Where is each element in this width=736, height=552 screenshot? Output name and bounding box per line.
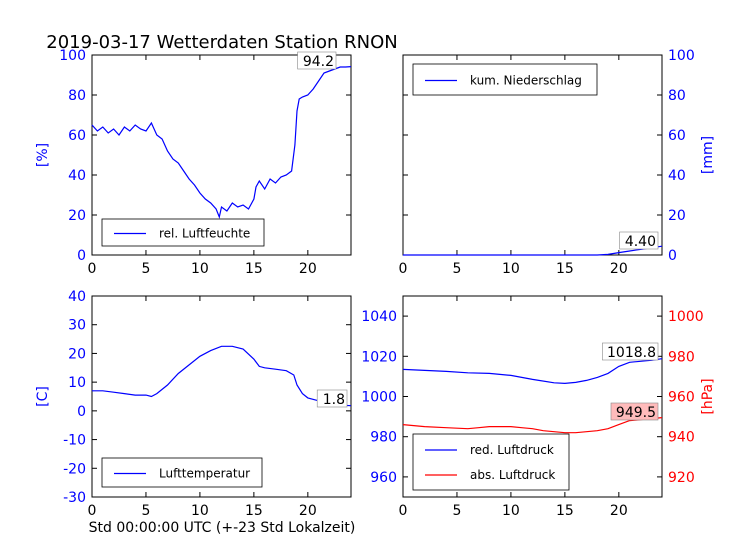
series-line-abs-luftdruck xyxy=(402,417,663,434)
x-tick-label: 5 xyxy=(452,503,461,519)
series-line-lufttemperatur xyxy=(92,345,352,407)
x-tick-label: 0 xyxy=(399,503,408,519)
legend-entry: abs. Luftdruck xyxy=(470,468,555,482)
chart-panel-bottom-left: 0 5 10 15 20 -30 -20 -10 0 10 20 30 40 [C] 1.8 Lufttemp… xyxy=(35,289,352,519)
x-axis-label: Std 00:00:00 UTC (+-23 Std Lokalzeit) xyxy=(89,520,356,536)
y-tick-label: 980 xyxy=(370,430,397,446)
legend: rel. Luftfeuchte xyxy=(101,218,265,247)
legend-entry: kum. Niederschlag xyxy=(470,74,582,88)
y-tick-label: 80 xyxy=(668,88,686,104)
chart-panel-bottom-right: 0 5 10 15 20 960 980 1000 1020 1040 920 940 960 980 10… xyxy=(361,295,716,519)
x-tick-label: 15 xyxy=(245,261,263,277)
x-tick-label: 0 xyxy=(88,261,97,277)
legend-frame xyxy=(412,433,570,491)
y-tick-label: 940 xyxy=(668,430,695,446)
chart-panel-top-right: 0 5 10 15 20 0 20 40 60 80 100 [mm] 4.40 kum. Nieders… xyxy=(399,48,716,277)
x-tick-label: 10 xyxy=(502,503,520,519)
value-label-box xyxy=(619,231,659,250)
x-tick-label: 20 xyxy=(299,503,317,519)
value-label: 1.8 xyxy=(323,392,345,408)
y-tick-label: 0 xyxy=(77,248,86,264)
legend-entry: Lufttemperatur xyxy=(159,467,250,481)
y-tick-label: 1040 xyxy=(361,309,397,325)
y-tick-label: 20 xyxy=(68,208,86,224)
legend: Lufttemperatur xyxy=(101,457,263,488)
figure-title: 2019-03-17 Wetterdaten Station RNON xyxy=(46,32,397,53)
x-tick-label: 20 xyxy=(299,261,317,277)
y-tick-label: 980 xyxy=(668,349,695,365)
value-label-box xyxy=(610,402,659,421)
series-line-rel-luftfeuchte xyxy=(91,66,352,220)
y-axis-label: [C] xyxy=(35,386,51,407)
value-label: 94.2 xyxy=(303,54,334,70)
y-tick-label: 960 xyxy=(370,470,397,486)
y-tick-label: 920 xyxy=(668,470,695,486)
value-label: 1018.8 xyxy=(607,345,656,361)
value-label-box xyxy=(602,342,659,361)
legend-frame xyxy=(101,218,265,247)
y-tick-label: 100 xyxy=(59,48,86,64)
y-tick-label: 40 xyxy=(668,168,686,184)
x-tick-label: 20 xyxy=(610,261,628,277)
legend-frame xyxy=(101,457,263,488)
x-tick-label: 10 xyxy=(191,503,209,519)
x-tick-label: 0 xyxy=(399,261,408,277)
x-tick-label: 15 xyxy=(245,503,263,519)
y-tick-label: 40 xyxy=(68,168,86,184)
x-tick-label: 5 xyxy=(141,503,150,519)
y-axis-label: [mm] xyxy=(700,136,716,174)
x-tick-label: 5 xyxy=(141,261,150,277)
y-tick-label: 20 xyxy=(668,208,686,224)
y-tick-label: 0 xyxy=(668,248,677,264)
y-tick-label: -30 xyxy=(63,490,86,506)
y-tick-label: 0 xyxy=(77,404,86,420)
x-tick-label: 15 xyxy=(556,503,574,519)
legend: kum. Niederschlag xyxy=(412,63,598,96)
x-tick-label: 20 xyxy=(610,503,628,519)
y-tick-label: 1000 xyxy=(361,390,397,406)
y-tick-label: 30 xyxy=(68,318,86,334)
y-tick-label: 1020 xyxy=(361,349,397,365)
y-tick-label: 60 xyxy=(668,128,686,144)
legend-entry: rel. Luftfeuchte xyxy=(159,227,250,241)
series-line-red-luftdruck xyxy=(402,358,663,385)
y-tick-label: -10 xyxy=(63,433,86,449)
legend-frame xyxy=(412,63,598,96)
y-tick-label: 40 xyxy=(68,289,86,305)
y-axis-label: [%] xyxy=(35,143,51,167)
value-label-box xyxy=(316,389,348,408)
y-tick-label: 100 xyxy=(668,48,695,64)
value-label: 4.40 xyxy=(625,234,656,250)
value-label: 949.5 xyxy=(616,405,656,421)
x-tick-label: 0 xyxy=(88,503,97,519)
x-tick-label: 10 xyxy=(502,261,520,277)
value-label-box xyxy=(297,51,337,70)
y-tick-label: 20 xyxy=(68,346,86,362)
y-tick-label: 10 xyxy=(68,375,86,391)
x-tick-label: 5 xyxy=(452,261,461,277)
y-tick-label: 80 xyxy=(68,88,86,104)
y-tick-label: 60 xyxy=(68,128,86,144)
legend-entry: red. Luftdruck xyxy=(470,443,554,457)
y-axis-label: [hPa] xyxy=(700,378,716,414)
y-tick-label: -20 xyxy=(63,461,86,477)
legend: red. Luftdruck abs. Luftdruck xyxy=(412,433,570,491)
x-tick-label: 15 xyxy=(556,261,574,277)
y-tick-label: 1000 xyxy=(668,309,704,325)
chart-panel-top-left: 0 5 10 15 20 0 20 40 60 80 100 [%] 94.2 rel. Luftfeuc… xyxy=(35,48,352,277)
y-tick-label: 960 xyxy=(668,390,695,406)
x-tick-label: 10 xyxy=(191,261,209,277)
